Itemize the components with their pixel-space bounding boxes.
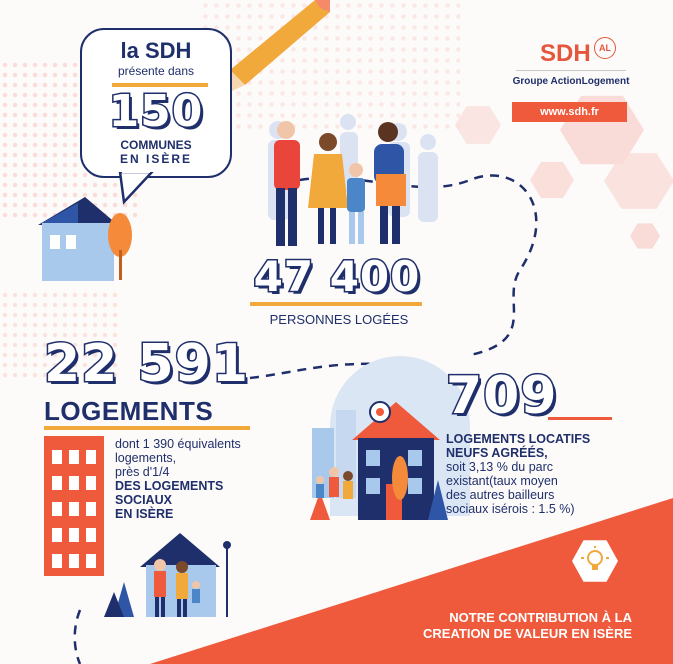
- housing-detail-line1: dont 1 390 équivalents: [115, 437, 241, 451]
- bubble-label-isere: EN ISÈRE: [119, 152, 192, 166]
- building-illustration: [44, 436, 104, 576]
- speech-bubble-tail: [118, 172, 154, 205]
- speech-bubble: [80, 28, 232, 178]
- house-scene-illustration: [310, 401, 448, 520]
- bubble-subtitle: présente dans: [117, 64, 195, 78]
- family-illustration: [104, 533, 231, 617]
- bubble-number: 150: [107, 85, 204, 139]
- logo-brand: SDH: [540, 40, 591, 67]
- number-underline: [548, 417, 612, 420]
- footer-line2: CREATION DE VALEUR EN ISÈRE: [423, 626, 632, 641]
- new-housing-line2: NEUFS AGRÉÉS,: [446, 446, 548, 460]
- new-housing-line3: soit 3,13 % du parc: [446, 460, 554, 474]
- new-housing-line5: des autres bailleurs: [446, 488, 555, 502]
- bubble-title: la SDH: [120, 38, 192, 63]
- lightbulb-icon: [581, 546, 609, 570]
- underline: [250, 302, 422, 306]
- housing-detail-line6: EN ISÈRE: [115, 507, 174, 521]
- housing-detail-line4: DES LOGEMENTS: [115, 479, 224, 493]
- new-housing-number: 709: [445, 365, 559, 428]
- bubble-label-communes: COMMUNES: [120, 138, 192, 152]
- website-link[interactable]: www.sdh.fr: [512, 102, 627, 122]
- underline: [112, 83, 208, 87]
- housing-label: LOGEMENTS: [44, 396, 214, 426]
- hex-shape: [630, 223, 660, 249]
- new-housing-line1: LOGEMENTS LOCATIFS: [446, 432, 591, 446]
- people-illustration: [268, 114, 438, 246]
- house-illustration: [38, 197, 132, 281]
- housing-detail-line3: près d'1/4: [115, 465, 170, 479]
- logo-divider: [516, 70, 626, 71]
- housing-number: 22 591: [42, 333, 250, 396]
- people-number: 47 400: [252, 251, 421, 303]
- housing-detail-line2: logements,: [115, 451, 177, 465]
- new-housing-line6: sociaux isérois : 1.5 %): [446, 502, 575, 516]
- logo-group: Groupe ActionLogement: [512, 76, 630, 87]
- footer-line1: NOTRE CONTRIBUTION À LA: [449, 610, 632, 625]
- dot-pattern-mid: [0, 290, 120, 380]
- people-label: PERSONNES LOGÉES: [269, 312, 409, 327]
- logo-badge: AL: [594, 37, 616, 59]
- new-housing-line4: existant(taux moyen: [446, 474, 558, 488]
- underline: [44, 426, 250, 430]
- housing-detail-line5: SOCIAUX: [115, 493, 172, 507]
